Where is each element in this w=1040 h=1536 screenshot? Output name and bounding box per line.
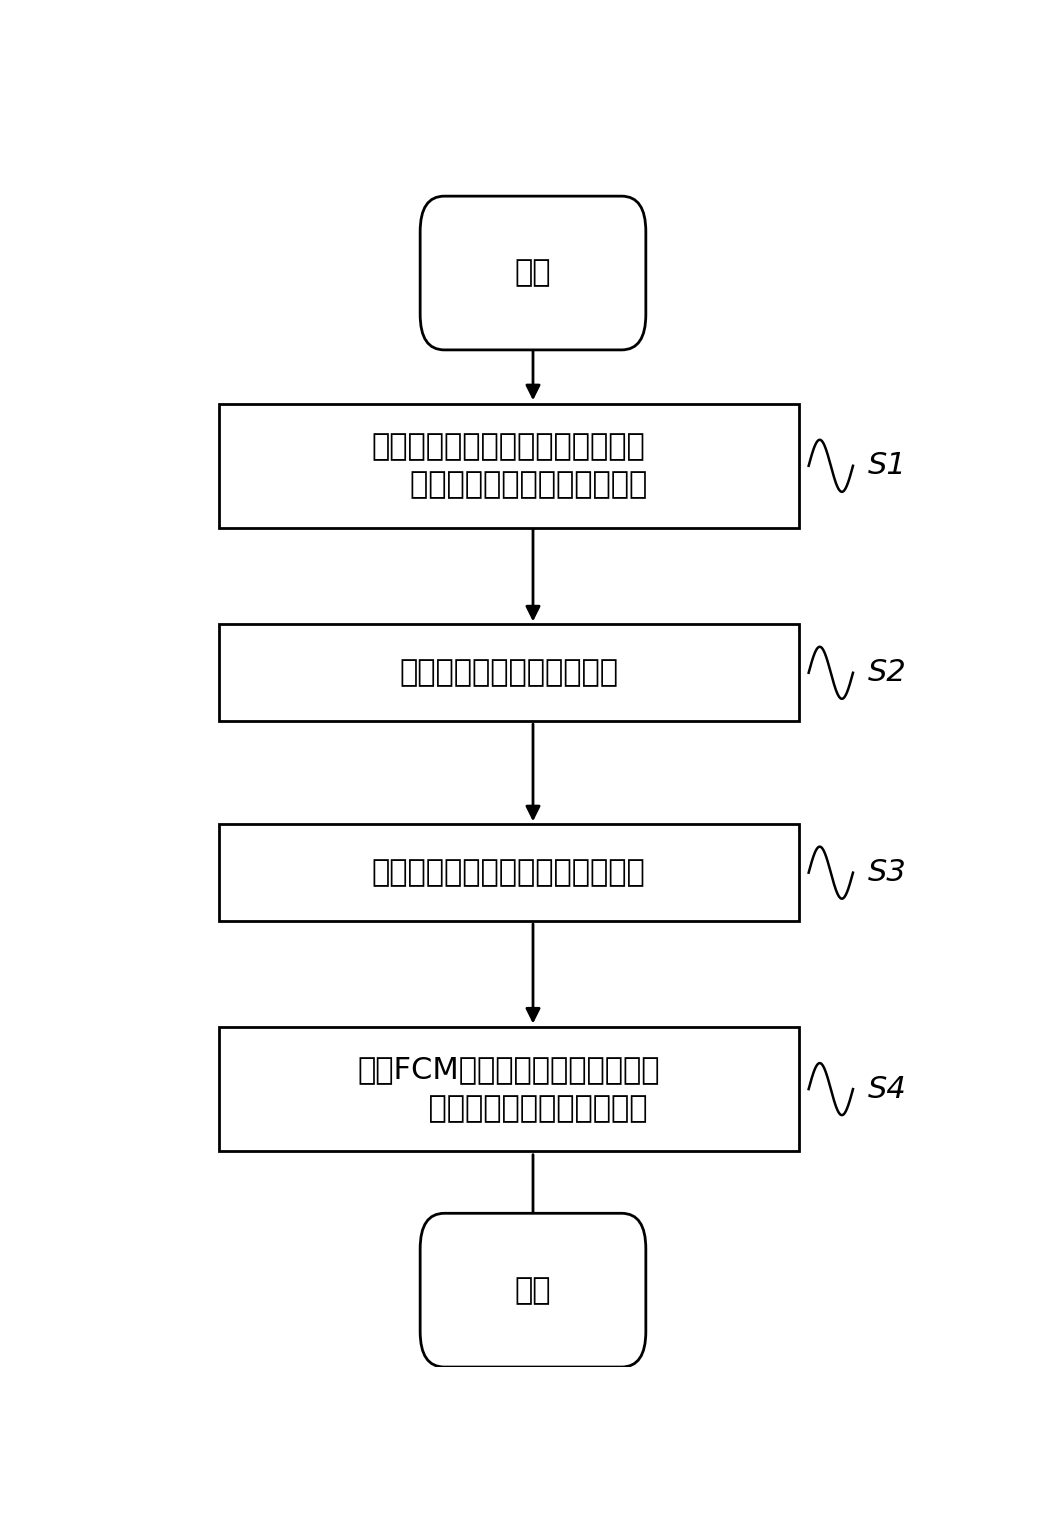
Bar — [218, 624, 799, 722]
Text: 获取微电网的往年历史数据和实时
    数据，构建微电网数据矩阵；: 获取微电网的往年历史数据和实时 数据，构建微电网数据矩阵； — [370, 432, 647, 499]
FancyBboxPatch shape — [420, 197, 646, 350]
FancyBboxPatch shape — [420, 1213, 646, 1367]
Bar — [218, 404, 799, 528]
Bar — [218, 825, 799, 922]
Text: 利用FCM改进的多目标遗传算法进
      行微电网储能容量配置优化: 利用FCM改进的多目标遗传算法进 行微电网储能容量配置优化 — [358, 1055, 660, 1123]
Text: 构建微电网储能容量配置优化模型: 构建微电网储能容量配置优化模型 — [372, 859, 646, 888]
Text: S2: S2 — [867, 659, 906, 687]
Text: 对随机变量进行归一化处理: 对随机变量进行归一化处理 — [399, 659, 619, 687]
Text: S1: S1 — [867, 452, 906, 481]
Text: S3: S3 — [867, 859, 906, 888]
Bar — [218, 1028, 799, 1150]
Text: 开始: 开始 — [515, 258, 551, 287]
Text: 结束: 结束 — [515, 1276, 551, 1304]
Text: S4: S4 — [867, 1075, 906, 1103]
